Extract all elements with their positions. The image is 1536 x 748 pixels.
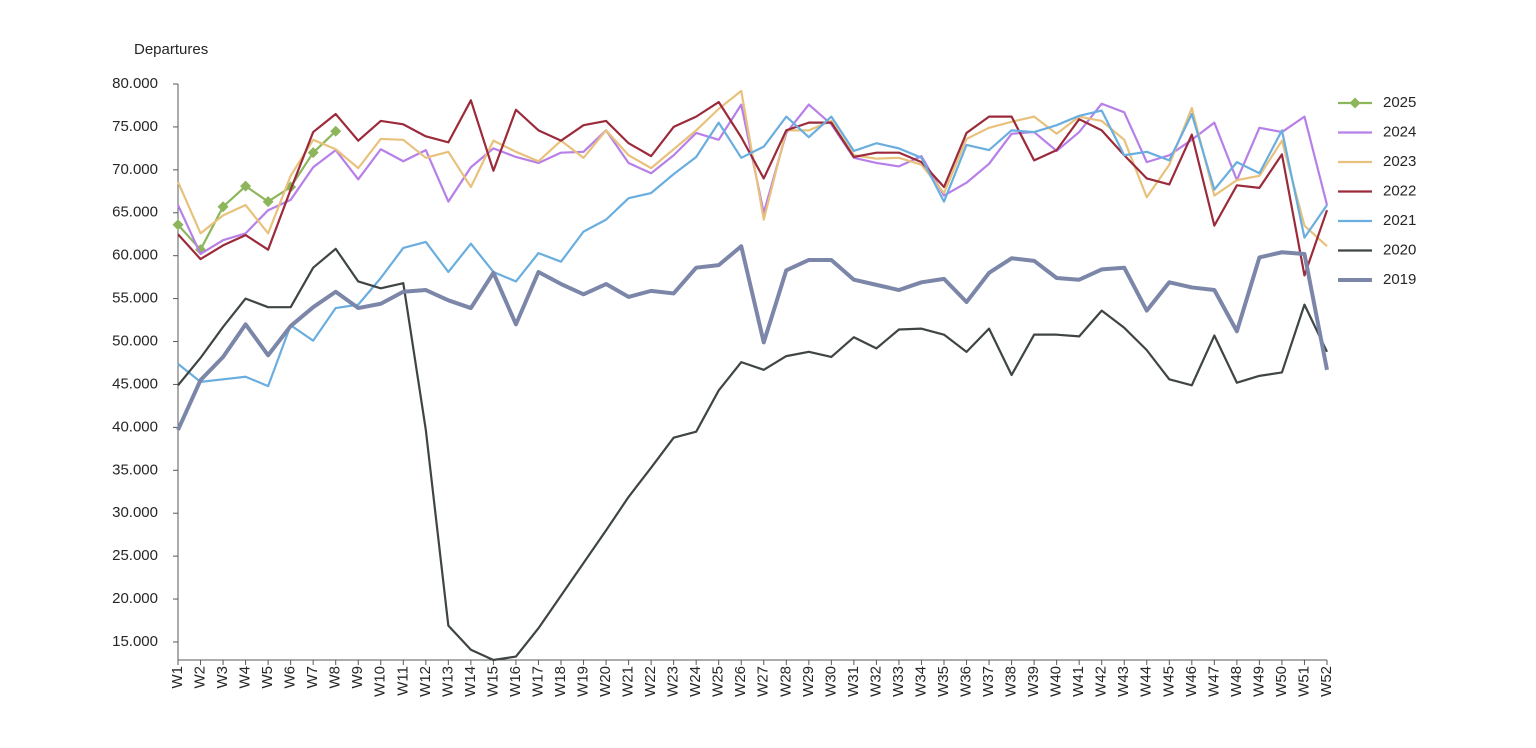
x-tick-label: W20 bbox=[597, 666, 614, 697]
x-tick-label: W10 bbox=[372, 666, 389, 697]
y-tick-label: 15.000 bbox=[112, 633, 158, 650]
series-line bbox=[177, 102, 1329, 256]
x-tick-label: W48 bbox=[1228, 666, 1245, 697]
x-tick-label: W16 bbox=[507, 666, 524, 697]
x-tick-label: W33 bbox=[890, 666, 907, 697]
y-tick-label: 65.000 bbox=[112, 204, 158, 221]
x-tick-label: W50 bbox=[1273, 666, 1290, 697]
x-tick-label: W40 bbox=[1048, 666, 1065, 697]
x-tick-label: W25 bbox=[710, 666, 727, 697]
x-tick-label: W19 bbox=[574, 666, 591, 697]
x-tick-label: W39 bbox=[1025, 666, 1042, 697]
y-tick-label: 40.000 bbox=[112, 418, 158, 435]
x-tick-label: W9 bbox=[349, 666, 366, 689]
series-line bbox=[177, 247, 1328, 662]
x-tick-label: W37 bbox=[980, 666, 997, 697]
y-axis-label: Departures bbox=[134, 41, 208, 58]
x-tick-label: W7 bbox=[304, 666, 321, 689]
y-tick-label: 55.000 bbox=[112, 290, 158, 307]
y-tick-label: 50.000 bbox=[112, 332, 158, 349]
series-line bbox=[177, 109, 1328, 388]
y-tick-label: 45.000 bbox=[112, 375, 158, 392]
x-tick-label: W12 bbox=[417, 666, 434, 697]
x-tick-label: W24 bbox=[687, 666, 704, 697]
y-tick-label: 30.000 bbox=[112, 504, 158, 521]
legend-label: 2023 bbox=[1383, 153, 1416, 170]
x-tick-label: W43 bbox=[1115, 666, 1132, 697]
legend-label: 2019 bbox=[1383, 271, 1416, 288]
legend-label: 2024 bbox=[1383, 123, 1416, 140]
legend-label: 2022 bbox=[1383, 182, 1416, 199]
y-tick-label: 75.000 bbox=[112, 118, 158, 135]
x-tick-label: W13 bbox=[439, 666, 456, 697]
x-tick-label: W35 bbox=[935, 666, 952, 697]
legend-label: 2025 bbox=[1383, 94, 1416, 111]
x-tick-label: W3 bbox=[214, 666, 231, 689]
series-line bbox=[176, 244, 1329, 431]
x-tick-label: W22 bbox=[642, 666, 659, 697]
series-line bbox=[176, 89, 1328, 248]
x-tick-label: W30 bbox=[822, 666, 839, 697]
x-tick-label: W11 bbox=[394, 666, 411, 696]
x-tick-label: W51 bbox=[1295, 666, 1312, 697]
y-tick-label: 60.000 bbox=[112, 247, 158, 264]
x-tick-label: W34 bbox=[912, 666, 929, 697]
x-tick-label: W18 bbox=[552, 666, 569, 697]
x-tick-label: W23 bbox=[665, 666, 682, 697]
x-tick-label: W36 bbox=[957, 666, 974, 697]
series-marker bbox=[217, 201, 229, 213]
x-tick-label: W47 bbox=[1205, 666, 1222, 697]
x-tick-label: W14 bbox=[462, 666, 479, 697]
series-marker bbox=[262, 196, 274, 208]
x-tick-label: W2 bbox=[191, 666, 208, 689]
legend-label: 2020 bbox=[1383, 241, 1416, 258]
x-tick-label: W17 bbox=[529, 666, 546, 697]
x-tick-label: W6 bbox=[282, 666, 299, 689]
x-tick-label: W42 bbox=[1093, 666, 1110, 697]
x-tick-label: W8 bbox=[327, 666, 344, 689]
series-marker bbox=[307, 147, 319, 159]
x-tick-label: W52 bbox=[1318, 666, 1335, 697]
series-marker bbox=[240, 180, 252, 192]
x-tick-label: W45 bbox=[1160, 666, 1177, 697]
x-tick-label: W29 bbox=[800, 666, 817, 697]
legend-label: 2021 bbox=[1383, 212, 1416, 229]
series-line bbox=[177, 130, 337, 251]
x-tick-label: W44 bbox=[1138, 666, 1155, 697]
x-tick-label: W15 bbox=[484, 666, 501, 697]
y-tick-label: 80.000 bbox=[112, 75, 158, 92]
x-tick-label: W27 bbox=[755, 666, 772, 697]
series-marker bbox=[172, 219, 184, 231]
y-tick-label: 20.000 bbox=[112, 590, 158, 607]
x-tick-label: W26 bbox=[732, 666, 749, 697]
x-tick-label: W41 bbox=[1070, 666, 1087, 697]
y-tick-label: 70.000 bbox=[112, 161, 158, 178]
x-tick-label: W32 bbox=[867, 666, 884, 697]
x-tick-label: W28 bbox=[777, 666, 794, 697]
x-tick-label: W1 bbox=[169, 666, 186, 689]
x-tick-label: W4 bbox=[237, 666, 254, 689]
y-tick-label: 25.000 bbox=[112, 547, 158, 564]
x-tick-label: W21 bbox=[620, 666, 637, 697]
x-tick-label: W5 bbox=[259, 666, 276, 689]
x-tick-label: W49 bbox=[1250, 666, 1267, 697]
series-marker bbox=[330, 125, 342, 137]
legend-marker bbox=[1349, 97, 1361, 109]
x-tick-label: W31 bbox=[845, 666, 862, 697]
y-tick-label: 35.000 bbox=[112, 461, 158, 478]
x-tick-label: W46 bbox=[1183, 666, 1200, 697]
x-tick-label: W38 bbox=[1003, 666, 1020, 697]
series-line bbox=[177, 99, 1329, 277]
